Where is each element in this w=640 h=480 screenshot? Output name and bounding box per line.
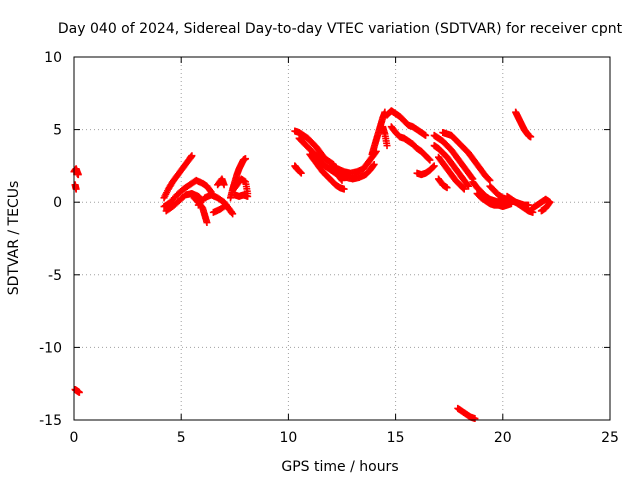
data-point <box>459 184 467 192</box>
y-tick-label: 5 <box>53 123 62 139</box>
data-point <box>430 162 438 170</box>
plot-frame <box>73 56 611 421</box>
data-point <box>383 142 391 150</box>
x-tick-label: 0 <box>70 430 79 446</box>
data-point <box>340 185 348 193</box>
x-tick-label: 25 <box>601 430 619 446</box>
y-tick-label: 0 <box>53 195 62 211</box>
data-point <box>460 185 468 193</box>
data-point <box>527 133 535 141</box>
data-point <box>220 181 228 189</box>
y-tick-label: 10 <box>44 50 62 66</box>
data-point <box>75 388 83 396</box>
chart-title: Day 040 of 2024, Sidereal Day-to-day VTE… <box>58 21 623 37</box>
axis-ticks: 0 5 10 15 20 25 -15 -10 -5 0 5 10 <box>39 50 619 446</box>
data-point <box>369 162 377 170</box>
data-point <box>370 160 378 168</box>
data-point <box>203 219 211 227</box>
y-tick-label: -5 <box>48 268 62 284</box>
x-tick-label: 20 <box>494 430 512 446</box>
data-point <box>73 169 81 177</box>
x-tick-label: 5 <box>177 430 186 446</box>
y-tick-label: -10 <box>39 340 62 356</box>
data-point <box>422 131 430 139</box>
grid <box>74 57 610 420</box>
x-tick-label: 15 <box>387 430 405 446</box>
data-point <box>443 184 451 192</box>
data-point <box>242 155 250 163</box>
data-point <box>471 415 479 423</box>
data-point <box>468 174 476 182</box>
data-point <box>464 182 472 190</box>
data-point <box>429 163 437 171</box>
data-point <box>426 156 434 164</box>
data-point <box>525 201 533 209</box>
y-tick-label: -15 <box>39 413 62 429</box>
data-point <box>485 176 493 184</box>
x-tick-label: 10 <box>279 430 297 446</box>
data-point <box>209 208 217 216</box>
data-point <box>188 152 196 160</box>
data-point <box>464 181 472 189</box>
data-point <box>297 169 305 177</box>
x-axis-label: GPS time / hours <box>281 459 398 475</box>
data-point <box>244 192 252 200</box>
data-points <box>70 107 554 423</box>
data-point <box>425 155 433 163</box>
data-point <box>296 168 304 176</box>
data-point <box>537 207 545 215</box>
y-axis-label: SDTVAR / TECUs <box>6 181 22 296</box>
